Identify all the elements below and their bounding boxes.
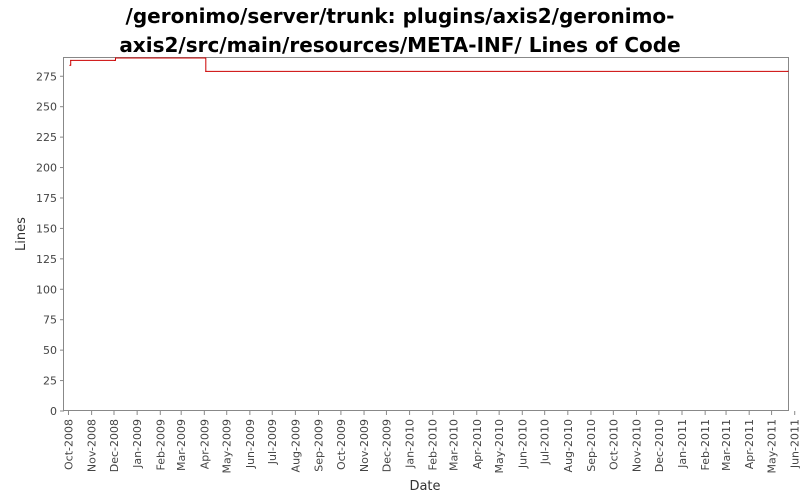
x-axis-title: Date xyxy=(409,479,440,494)
data-point xyxy=(70,59,72,62)
x-tick-label: Jan-2009 xyxy=(131,419,144,469)
x-tick-label: Apr-2011 xyxy=(743,419,756,469)
x-tick-label: Dec-2010 xyxy=(653,419,666,472)
data-point xyxy=(205,70,207,72)
y-tick-label: 0 xyxy=(50,405,57,418)
x-tick-label: Mar-2009 xyxy=(175,419,188,471)
data-point xyxy=(114,59,116,62)
x-tick-label: Aug-2010 xyxy=(562,419,575,472)
chart-title-line-2: axis2/src/main/resources/META-INF/ Lines… xyxy=(119,33,681,57)
x-tick-label: Apr-2009 xyxy=(198,419,211,469)
y-axis-title: Lines xyxy=(14,217,29,251)
x-tick-label: Feb-2010 xyxy=(427,419,440,470)
x-axis: Oct-2008 Nov-2008 Dec-2008 Jan-2009 Feb-2009… xyxy=(62,411,800,474)
y-tick-label: 125 xyxy=(36,253,57,266)
x-tick-label: Jan-2011 xyxy=(676,419,689,469)
data-point xyxy=(69,64,71,66)
y-tick-label: 225 xyxy=(36,131,57,144)
y-tick-label: 175 xyxy=(36,192,57,205)
y-tick-label: 100 xyxy=(36,283,57,296)
chart-title: /geronimo/server/trunk: plugins/axis2/ge… xyxy=(0,2,800,60)
y-tick-label: 75 xyxy=(43,314,57,327)
x-tick-label: Nov-2008 xyxy=(86,419,99,472)
x-tick-label: Sep-2009 xyxy=(313,419,326,472)
y-tick-label: 150 xyxy=(36,222,57,235)
x-tick-label: Feb-2009 xyxy=(154,419,167,470)
x-tick-label: Jul-2010 xyxy=(539,419,552,465)
y-tick-label: 200 xyxy=(36,162,57,175)
x-tick-label: Dec-2009 xyxy=(380,419,393,472)
x-tick-label: Oct-2010 xyxy=(607,419,620,470)
x-tick-label: May-2011 xyxy=(766,419,779,474)
x-tick-label: Feb-2011 xyxy=(699,419,712,470)
x-tick-label: Sep-2010 xyxy=(585,419,598,472)
chart-title-line-1: /geronimo/server/trunk: plugins/axis2/ge… xyxy=(125,4,675,28)
plot-area xyxy=(63,57,789,411)
x-tick-label: Dec-2008 xyxy=(108,419,121,472)
y-tick-label: 25 xyxy=(43,375,57,388)
x-tick-label: May-2009 xyxy=(221,419,234,474)
data-point xyxy=(114,57,117,59)
x-tick-label: Jan-2010 xyxy=(404,419,417,469)
x-tick-label: Oct-2009 xyxy=(335,419,348,470)
data-point xyxy=(204,57,206,59)
x-tick-label: Apr-2010 xyxy=(471,419,484,469)
y-tick-label: 275 xyxy=(36,70,57,83)
x-tick-label: Oct-2008 xyxy=(62,419,75,470)
x-tick-label: Mar-2010 xyxy=(448,419,461,471)
x-tick-label: Mar-2011 xyxy=(720,419,733,471)
data-point xyxy=(787,70,789,72)
x-tick-label: Nov-2009 xyxy=(358,419,371,472)
x-tick-label: Jun-2011 xyxy=(789,419,800,469)
x-tick-label: May-2010 xyxy=(493,419,506,474)
y-axis: 0 25 50 75 100 125 150 175 200 225 250 275 xyxy=(36,70,64,418)
series-line xyxy=(69,57,788,72)
y-tick-label: 250 xyxy=(36,101,57,114)
x-tick-label: Jul-2009 xyxy=(266,419,279,465)
x-tick-label: Jun-2009 xyxy=(244,419,257,469)
x-tick-label: Aug-2009 xyxy=(289,419,302,472)
series-layer xyxy=(69,57,789,72)
y-tick-label: 50 xyxy=(43,344,57,357)
x-tick-label: Nov-2010 xyxy=(630,419,643,472)
x-tick-label: Jun-2010 xyxy=(516,419,529,469)
